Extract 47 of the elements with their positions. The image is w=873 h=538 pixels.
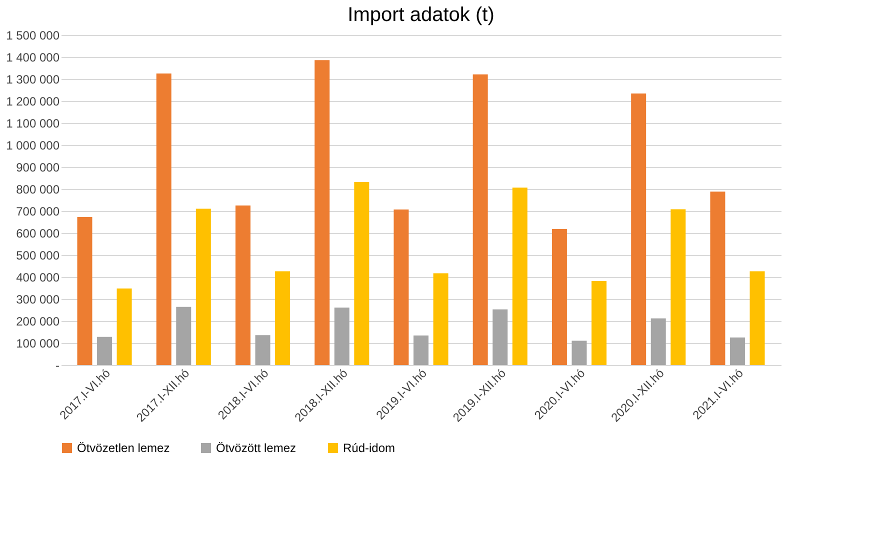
bar — [492, 309, 508, 365]
bar — [414, 336, 428, 365]
bar — [116, 288, 132, 365]
bar — [572, 340, 587, 365]
bar — [433, 273, 448, 365]
bar — [196, 208, 211, 365]
bar — [394, 209, 409, 365]
bar — [512, 188, 528, 365]
legend-label: Ötvözetlen lemez — [77, 441, 170, 455]
bar — [750, 271, 765, 365]
y-tick-label: 900 000 — [16, 160, 60, 174]
y-tick-label: 700 000 — [16, 204, 60, 218]
bar — [552, 229, 567, 365]
bar — [235, 206, 250, 365]
bar — [354, 182, 370, 365]
y-tick-label: 200 000 — [16, 314, 60, 328]
y-tick-label: 1 400 000 — [6, 50, 60, 64]
bar — [710, 192, 726, 365]
y-tick-label: 1 500 000 — [6, 28, 60, 42]
bar — [97, 336, 112, 365]
bar — [730, 338, 745, 365]
bar — [314, 60, 330, 365]
y-tick-label: 1 300 000 — [6, 72, 60, 86]
y-tick-label: 400 000 — [16, 270, 60, 284]
bar — [156, 74, 172, 365]
y-tick-label: 500 000 — [16, 248, 60, 262]
bar — [650, 318, 666, 365]
chart-title: Import adatok (t) — [348, 4, 494, 26]
bar — [670, 209, 686, 365]
y-tick-label: 1 200 000 — [6, 94, 60, 108]
bar — [592, 280, 607, 365]
bar — [631, 94, 646, 365]
y-tick-label: 600 000 — [16, 226, 60, 240]
bar — [334, 308, 350, 365]
bar — [176, 306, 192, 365]
y-tick-label: 300 000 — [16, 292, 60, 306]
y-tick-label: 1 000 000 — [6, 138, 60, 152]
bar — [77, 216, 92, 365]
bar — [472, 74, 488, 365]
bar — [255, 335, 270, 365]
y-tick-label: - — [56, 358, 60, 372]
y-tick-label: 100 000 — [16, 336, 60, 350]
bar — [275, 271, 290, 365]
y-tick-label: 1 100 000 — [6, 116, 60, 130]
y-tick-label: 800 000 — [16, 182, 60, 196]
legend-label: Ötvözött lemez — [216, 441, 296, 455]
legend-label: Rúd-idom — [343, 441, 396, 455]
